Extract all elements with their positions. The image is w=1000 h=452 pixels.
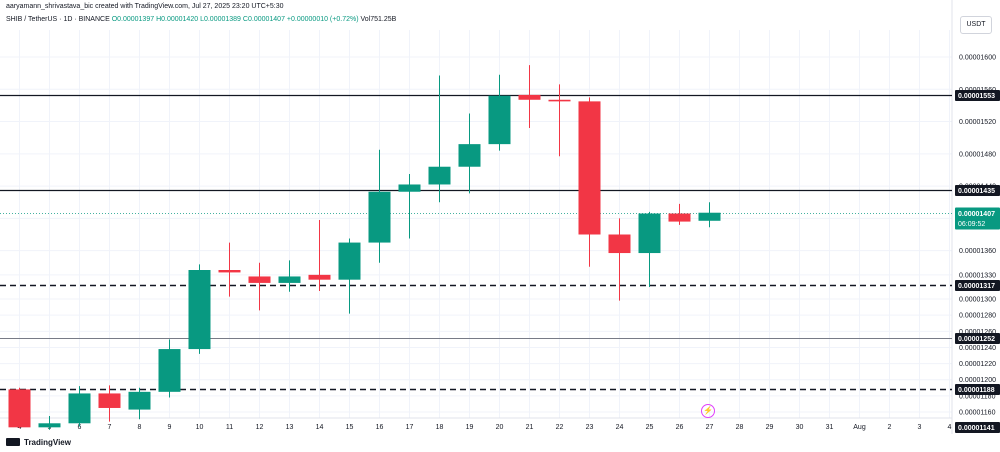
x-tick-label: 11	[226, 424, 233, 431]
candle-body[interactable]	[158, 349, 181, 392]
candle-body[interactable]	[518, 94, 541, 100]
y-tick-label: 0.00001520	[959, 119, 996, 126]
y-tick-label: 0.00001330	[959, 272, 996, 279]
ohlc-legend: SHIB / TetherUS · 1D · BINANCE O0.000013…	[6, 16, 396, 23]
x-tick-label: 6	[78, 424, 82, 431]
candle-body[interactable]	[488, 95, 511, 145]
open-value: O0.00001397	[111, 16, 155, 23]
x-tick-label: 29	[766, 424, 774, 431]
x-tick-label: 25	[646, 424, 654, 431]
candle-body[interactable]	[248, 276, 271, 283]
y-tick-label: 0.00001300	[959, 297, 996, 304]
brand-label: TradingView	[24, 438, 71, 447]
y-tick-label: 0.00001280	[959, 313, 996, 320]
x-tick-label: 18	[436, 424, 444, 431]
x-tick-label: Aug	[853, 424, 866, 431]
candle-body[interactable]	[98, 393, 121, 408]
candle-body[interactable]	[218, 270, 241, 273]
x-tick-label: 8	[138, 424, 142, 431]
y-tick-label: 0.00001240	[959, 345, 996, 352]
level-price-label-bg	[955, 280, 1000, 291]
x-tick-label: 13	[286, 424, 294, 431]
candle-body[interactable]	[278, 276, 301, 283]
close-value: C0.00001407	[242, 16, 285, 23]
y-tick-label: 0.00001600	[959, 55, 996, 62]
x-tick-label: 28	[736, 424, 744, 431]
x-tick-label: 14	[316, 424, 324, 431]
candle-body[interactable]	[548, 99, 571, 102]
volume-value: Vol751.25B	[360, 16, 397, 23]
candle-body[interactable]	[638, 213, 661, 254]
candle-body[interactable]	[38, 423, 61, 428]
x-tick-label: 27	[706, 424, 714, 431]
x-tick-label: 16	[376, 424, 384, 431]
level-price-label-bg	[955, 90, 1000, 101]
x-tick-label: 10	[196, 424, 204, 431]
y-tick-label: 0.00001220	[959, 361, 996, 368]
candle-body[interactable]	[608, 234, 631, 254]
x-tick-label: 20	[496, 424, 504, 431]
candle-body[interactable]	[128, 391, 151, 410]
x-tick-label: 24	[616, 424, 624, 431]
y-tick-label: 0.00001160	[959, 410, 996, 417]
x-tick-label: 21	[526, 424, 534, 431]
x-tick-label: 15	[346, 424, 354, 431]
current-price-label: 0.00001407	[958, 211, 995, 218]
low-value: L0.00001389	[200, 16, 241, 23]
x-tick-label: 17	[406, 424, 414, 431]
tv-logo-icon	[6, 438, 20, 446]
level-price-label-bg	[955, 185, 1000, 196]
x-tick-label: 4	[948, 424, 952, 431]
candle-body[interactable]	[668, 213, 691, 222]
candle-body[interactable]	[338, 242, 361, 280]
x-tick-label: 2	[888, 424, 892, 431]
candle-body[interactable]	[68, 393, 91, 424]
candle-body[interactable]	[308, 274, 331, 280]
change-value: +0.00000010 (+0.72%)	[286, 16, 359, 23]
x-tick-label: 31	[826, 424, 834, 431]
x-tick-label: 22	[556, 424, 564, 431]
chart-author-caption: aaryamann_shrivastava_bic created with T…	[6, 3, 284, 10]
x-tick-label: 9	[168, 424, 172, 431]
x-tick-label: 19	[466, 424, 474, 431]
x-tick-label: 23	[586, 424, 594, 431]
y-tick-label: 0.00001260	[959, 329, 996, 336]
tradingview-logo: TradingView	[6, 438, 71, 447]
high-value: H0.00001420	[156, 16, 199, 23]
candle-body[interactable]	[368, 191, 391, 243]
y-tick-label: 0.00001200	[959, 377, 996, 384]
level-price-label-bg	[955, 333, 1000, 344]
candle-body[interactable]	[428, 166, 451, 185]
candle-body[interactable]	[8, 389, 31, 428]
level-price-label: 0.00001553	[958, 93, 995, 100]
candle-body[interactable]	[698, 212, 721, 221]
current-price-label-bg	[955, 207, 1000, 230]
candle-body[interactable]	[188, 270, 211, 350]
level-price-label: 0.00001435	[958, 188, 995, 195]
x-tick-label: 12	[256, 424, 264, 431]
y-tick-label: 0.00001480	[959, 151, 996, 158]
x-tick-label: 3	[918, 424, 922, 431]
candle-body[interactable]	[398, 184, 421, 192]
countdown-label: 06:09:52	[958, 221, 985, 228]
candle-body[interactable]	[458, 144, 481, 167]
level-price-label: 0.00001252	[958, 336, 995, 343]
currency-button[interactable]: USDT	[960, 16, 992, 34]
candle-body[interactable]	[578, 101, 601, 235]
y-tick-label: 0.00001180	[959, 393, 996, 400]
level-price-label-bg	[955, 422, 1000, 433]
symbol-label[interactable]: SHIB / TetherUS · 1D · BINANCE	[6, 16, 110, 23]
lightning-icon[interactable]: ⚡	[701, 404, 715, 418]
x-tick-label: 7	[108, 424, 112, 431]
level-price-label: 0.00001141	[958, 425, 995, 432]
level-price-label-bg	[955, 384, 1000, 395]
x-tick-label: 30	[796, 424, 804, 431]
level-price-label: 0.00001188	[958, 387, 995, 394]
x-tick-label: 26	[676, 424, 684, 431]
y-tick-label: 0.00001360	[959, 248, 996, 255]
level-price-label: 0.00001317	[958, 283, 995, 290]
